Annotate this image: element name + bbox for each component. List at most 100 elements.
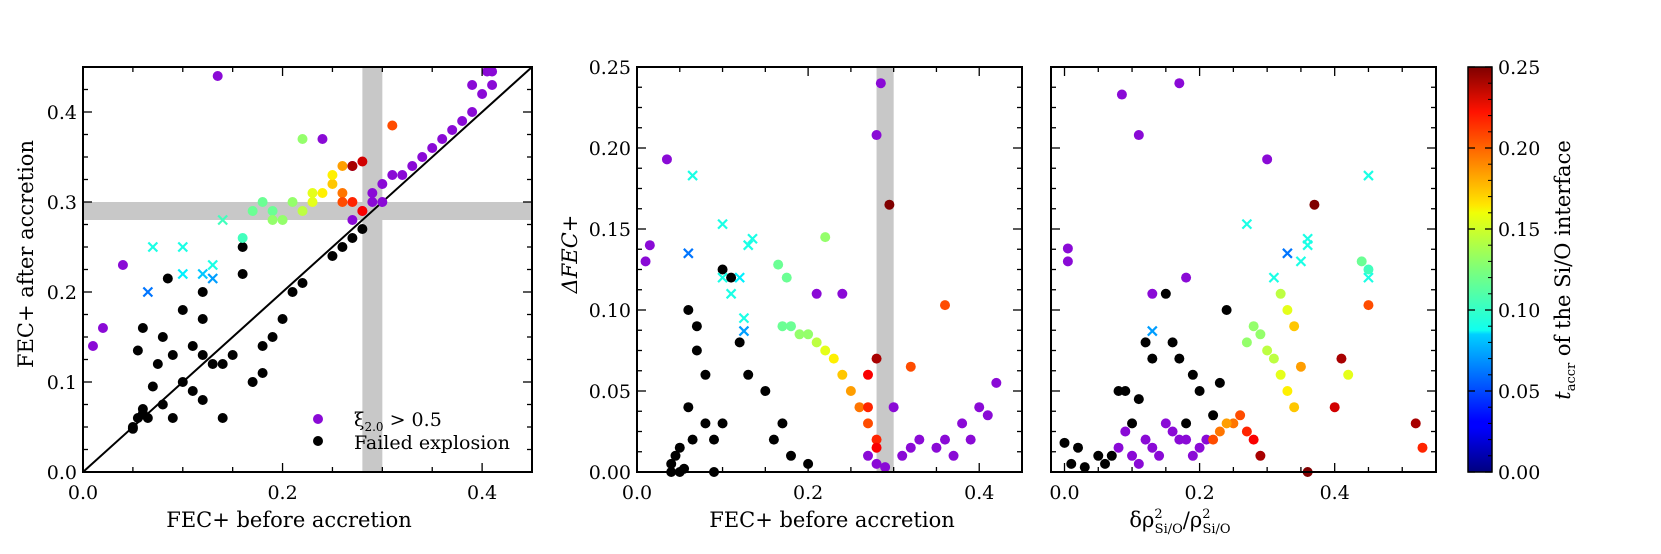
data-point <box>407 161 418 171</box>
mid-y-tick-label: 0.00 <box>589 462 631 484</box>
cross-point <box>747 233 758 244</box>
data-point <box>1140 434 1151 445</box>
data-point <box>940 434 950 445</box>
data-point <box>717 418 728 429</box>
data-point <box>863 402 873 413</box>
cross-point <box>207 273 218 284</box>
data-point <box>197 314 208 324</box>
data-point <box>863 450 873 461</box>
data-point <box>1221 418 1232 429</box>
data-point <box>197 287 208 297</box>
data-point <box>1194 442 1205 453</box>
data-point <box>1255 329 1266 340</box>
data-point <box>1410 418 1421 429</box>
data-point <box>1309 199 1320 210</box>
data-point <box>871 353 882 364</box>
data-point <box>940 300 950 311</box>
data-point <box>1262 154 1273 165</box>
data-point <box>317 134 328 144</box>
data-point <box>1160 288 1171 299</box>
data-point <box>1268 353 1279 364</box>
legend-failed-marker <box>313 436 323 446</box>
middle-ticks: 0.0 0.2 0.4 0.00 0.05 0.10 0.15 0.20 0.25 <box>589 57 1023 504</box>
data-point <box>357 206 368 216</box>
right-x-axis-label: δρ2 Si/O/ρ2 Si/O <box>1129 507 1230 537</box>
data-point <box>1147 353 1158 364</box>
data-point <box>277 215 288 225</box>
data-point <box>327 251 338 261</box>
data-point <box>644 240 655 251</box>
cross-point <box>1363 170 1374 181</box>
data-point <box>1241 426 1252 437</box>
data-point <box>1181 434 1192 445</box>
data-point <box>1194 386 1205 396</box>
data-point <box>297 134 308 144</box>
right-x-tick-label: 0.4 <box>1320 482 1350 504</box>
middle-panel: 0.0 0.2 0.4 0.00 0.05 0.10 0.15 0.20 0.25 FEC+ b… <box>558 57 1023 532</box>
data-point <box>1127 418 1138 429</box>
right-axes-frame <box>1050 66 1437 473</box>
data-point <box>142 413 153 423</box>
data-point <box>117 260 128 270</box>
data-point <box>1282 386 1293 396</box>
data-point <box>905 361 916 372</box>
data-point <box>871 434 882 445</box>
data-point <box>327 179 338 189</box>
data-point <box>880 462 891 473</box>
data-point <box>1106 450 1117 461</box>
data-point <box>457 116 468 126</box>
data-point <box>674 442 685 453</box>
data-point <box>777 321 788 332</box>
right-panel: 0.0 0.2 0.4 δρ2 Si/O/ρ2 Si/O <box>1049 66 1437 537</box>
data-point <box>162 273 173 284</box>
colorbar-tick-label: 0.15 <box>1498 219 1540 241</box>
data-point <box>1187 450 1198 461</box>
data-point <box>773 259 784 270</box>
data-point <box>287 197 298 207</box>
data-point <box>974 402 985 413</box>
data-point <box>357 156 368 167</box>
data-point <box>287 287 298 297</box>
data-point <box>152 359 163 369</box>
data-point <box>197 350 208 360</box>
data-point <box>1214 377 1225 388</box>
colorbar-tick-label: 0.10 <box>1498 300 1540 322</box>
data-point <box>803 329 814 340</box>
data-point <box>317 188 328 198</box>
data-point <box>367 188 378 198</box>
data-point <box>377 197 388 207</box>
left-panel: 0.0 0.2 0.4 0.0 0.1 0.2 0.3 0.4 FEC+ before acc… <box>14 66 533 532</box>
data-point <box>726 272 737 283</box>
data-point <box>1062 243 1073 254</box>
data-point <box>347 197 358 207</box>
data-point <box>717 264 728 275</box>
data-point <box>1120 386 1131 396</box>
left-y-tick-label: 0.0 <box>47 462 77 484</box>
data-point <box>683 402 694 413</box>
data-point <box>1336 353 1347 364</box>
data-point <box>1241 337 1252 348</box>
data-point <box>1113 442 1124 453</box>
data-point <box>237 233 248 243</box>
data-point <box>487 80 498 90</box>
data-point <box>157 399 168 410</box>
left-x-tick-label: 0.4 <box>467 482 497 504</box>
cross-point <box>197 268 209 280</box>
data-point <box>786 321 796 332</box>
data-point <box>1363 300 1374 311</box>
data-point <box>337 188 348 198</box>
data-point <box>854 402 865 413</box>
colorbar-gradient <box>1467 66 1493 473</box>
data-point <box>863 418 873 429</box>
data-point <box>670 450 681 461</box>
colorbar-tick-label: 0.00 <box>1498 462 1540 484</box>
cross-point <box>147 241 159 253</box>
data-point <box>267 206 278 216</box>
data-point <box>1174 353 1185 364</box>
cross-point <box>687 170 698 181</box>
data-point <box>1160 418 1171 429</box>
data-point <box>187 341 198 351</box>
data-point <box>871 458 882 469</box>
data-point <box>1329 402 1340 413</box>
